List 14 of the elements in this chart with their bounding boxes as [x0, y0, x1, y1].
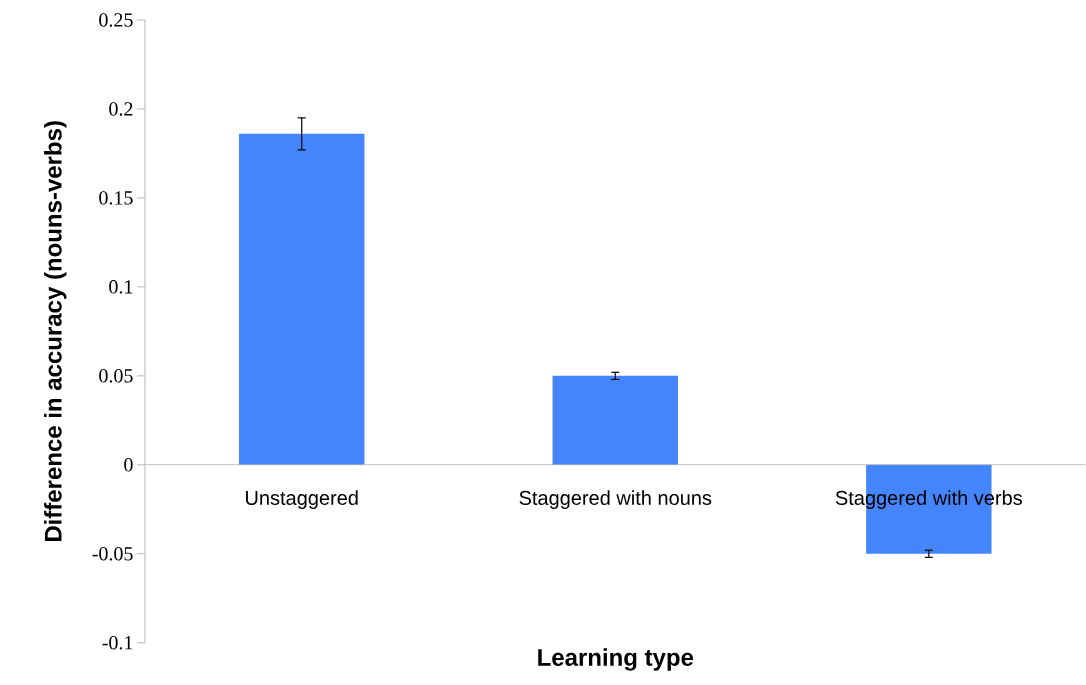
x-tick-label: Staggered with nouns — [519, 490, 712, 510]
y-axis-title: Difference in accuracy (nouns-verbs) — [44, 121, 67, 542]
bar — [239, 133, 365, 465]
bar — [552, 375, 678, 465]
y-tick-label: 0.1 — [109, 280, 133, 294]
y-tick-label: 0.05 — [99, 369, 133, 383]
y-tick-label: 0 — [124, 458, 133, 472]
x-axis-title: Learning type — [538, 648, 694, 671]
y-tick-label: 0.25 — [99, 13, 133, 27]
y-tick-label: -0.05 — [92, 547, 133, 561]
x-tick-label: Unstaggered — [246, 490, 358, 510]
y-tick-label: 0.15 — [99, 191, 133, 205]
y-tick-label: 0.2 — [109, 102, 133, 116]
y-tick-label: -0.1 — [102, 636, 133, 650]
